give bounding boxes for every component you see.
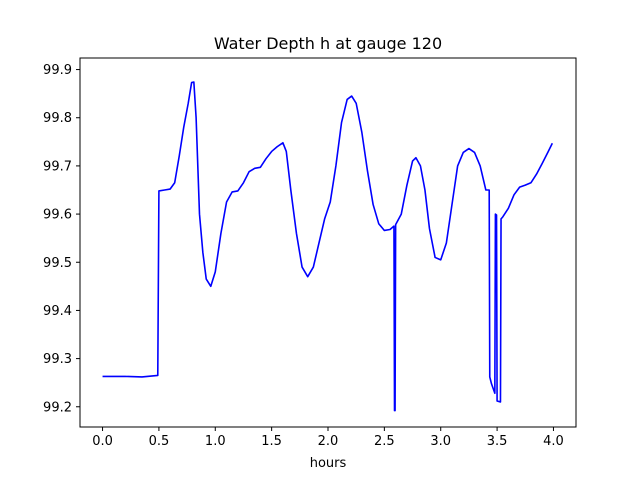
plot-area (79, 57, 577, 428)
x-tick-label: 3.0 (430, 434, 451, 449)
x-tick-label: 0.5 (149, 434, 170, 449)
x-axis-label: hours (310, 456, 347, 471)
y-tick-label: 99.7 (43, 159, 72, 174)
x-tick-label: 3.5 (487, 434, 508, 449)
x-axis: 0.0 0.5 1.0 1.5 2.0 2.5 3.0 3.5 4.0 (92, 427, 564, 449)
y-tick-label: 99.4 (43, 304, 72, 319)
y-axis: 99.2 99.3 99.4 99.5 99.6 99.7 99.8 99.9 (43, 63, 80, 415)
series-line-0 (102, 81, 554, 412)
x-tick-label: 4.0 (543, 434, 564, 449)
chart-title: Water Depth h at gauge 120 (214, 34, 442, 53)
y-tick-label: 99.2 (43, 400, 72, 415)
y-tick-label: 99.6 (43, 208, 72, 223)
y-tick-label: 99.9 (43, 63, 72, 78)
y-tick-label: 99.3 (43, 352, 72, 367)
x-tick-label: 1.5 (261, 434, 282, 449)
y-tick-label: 99.8 (43, 111, 72, 126)
y-tick-label: 99.5 (43, 256, 72, 271)
x-tick-label: 0.0 (92, 434, 113, 449)
x-tick-label: 2.0 (318, 434, 339, 449)
x-tick-label: 1.0 (205, 434, 226, 449)
x-tick-label: 2.5 (374, 434, 395, 449)
